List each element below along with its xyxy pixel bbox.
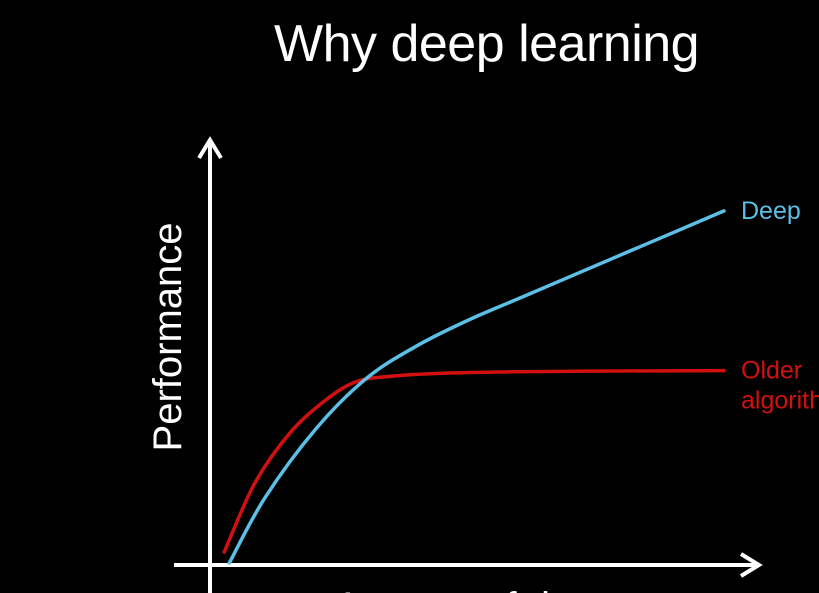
series-label-1: Olderalgorithms bbox=[741, 357, 819, 415]
series-line-1 bbox=[222, 368, 726, 554]
series-layer: Olderalgorithms Deep bbox=[222, 197, 819, 565]
y-axis-label: Performance bbox=[146, 223, 190, 452]
y-axis-arrowhead bbox=[197, 136, 223, 160]
series-label-line: algorithms bbox=[741, 387, 819, 415]
x-axis-label: Amount of data bbox=[334, 585, 606, 593]
series-label-line: Deep bbox=[741, 197, 801, 225]
series-label-0: Deep bbox=[741, 197, 801, 225]
x-axis-arrowhead bbox=[739, 552, 763, 578]
series-label-line: Older bbox=[741, 357, 802, 385]
series-line-0 bbox=[227, 209, 726, 565]
page-title: Why deep learning bbox=[274, 15, 700, 73]
